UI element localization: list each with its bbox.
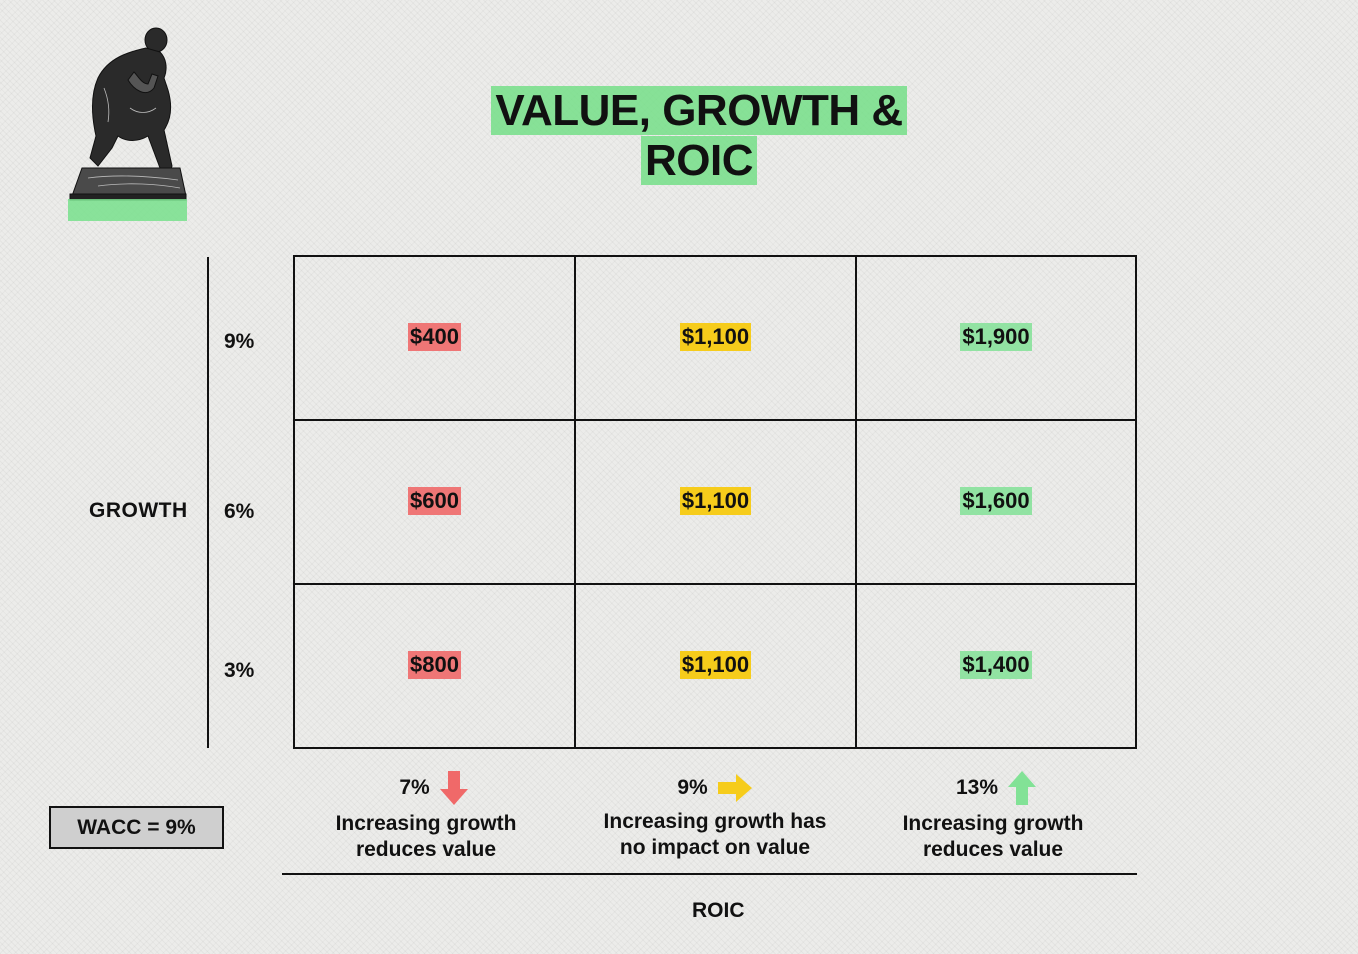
cell-value: $400 [408, 323, 461, 351]
cell-value: $1,100 [679, 487, 752, 515]
desc-line-2: reduces value [922, 838, 1064, 861]
matrix-cell: $600 [295, 421, 576, 585]
row-label-9pct: 9% [224, 330, 255, 353]
row-label-3pct: 3% [224, 659, 255, 682]
column-description: Increasing growth has no impact on value [574, 809, 856, 861]
matrix-cell: $1,400 [857, 585, 1135, 747]
title-line-1: VALUE, GROWTH & [491, 86, 907, 135]
cell-value: $1,100 [679, 323, 752, 351]
desc-line-2: reduces value [355, 838, 497, 861]
arrow-up-icon [1008, 771, 1037, 805]
desc-line-2: no impact on value [619, 836, 811, 859]
row-label-6pct: 6% [224, 500, 255, 523]
cell-value: $800 [408, 651, 461, 679]
logo-highlight-bar [68, 199, 187, 221]
matrix-cell: $1,900 [857, 257, 1135, 421]
title-line-2: ROIC [641, 136, 757, 185]
matrix-cell: $400 [295, 257, 576, 421]
matrix-cell: $1,100 [576, 585, 857, 747]
value-matrix: $400 $1,100 $1,900 $600 $1,100 $1,600 $8… [293, 255, 1137, 749]
thinker-statue-icon [69, 27, 187, 201]
page-title: VALUE, GROWTH & ROIC [479, 86, 919, 186]
x-axis-line [282, 873, 1137, 875]
desc-line-1: Increasing growth has [603, 810, 827, 833]
matrix-cell: $1,100 [576, 421, 857, 585]
cell-value: $600 [408, 487, 461, 515]
column-description: Increasing growth reduces value [855, 811, 1131, 863]
column-header-9pct: 9% [574, 770, 855, 806]
desc-line-1: Increasing growth [335, 812, 517, 835]
x-axis-label: ROIC [692, 899, 745, 922]
column-header-13pct: 13% [855, 770, 1137, 806]
arrow-right-icon [717, 774, 752, 802]
y-axis-label: GROWTH [89, 499, 188, 522]
matrix-cell: $800 [295, 585, 576, 747]
desc-line-1: Increasing growth [902, 812, 1084, 835]
column-pct: 7% [399, 776, 430, 799]
cell-value: $1,900 [960, 323, 1032, 351]
column-header-7pct: 7% [293, 770, 574, 806]
matrix-cell: $1,600 [857, 421, 1135, 585]
column-pct: 9% [677, 776, 708, 799]
matrix-cell: $1,100 [576, 257, 857, 421]
cell-value: $1,100 [679, 651, 752, 679]
column-description: Increasing growth reduces value [293, 811, 559, 863]
arrow-down-icon [439, 771, 468, 805]
cell-value: $1,600 [960, 487, 1032, 515]
y-axis-line [207, 257, 209, 748]
column-pct: 13% [955, 776, 999, 799]
wacc-box: WACC = 9% [49, 806, 224, 849]
cell-value: $1,400 [960, 651, 1032, 679]
